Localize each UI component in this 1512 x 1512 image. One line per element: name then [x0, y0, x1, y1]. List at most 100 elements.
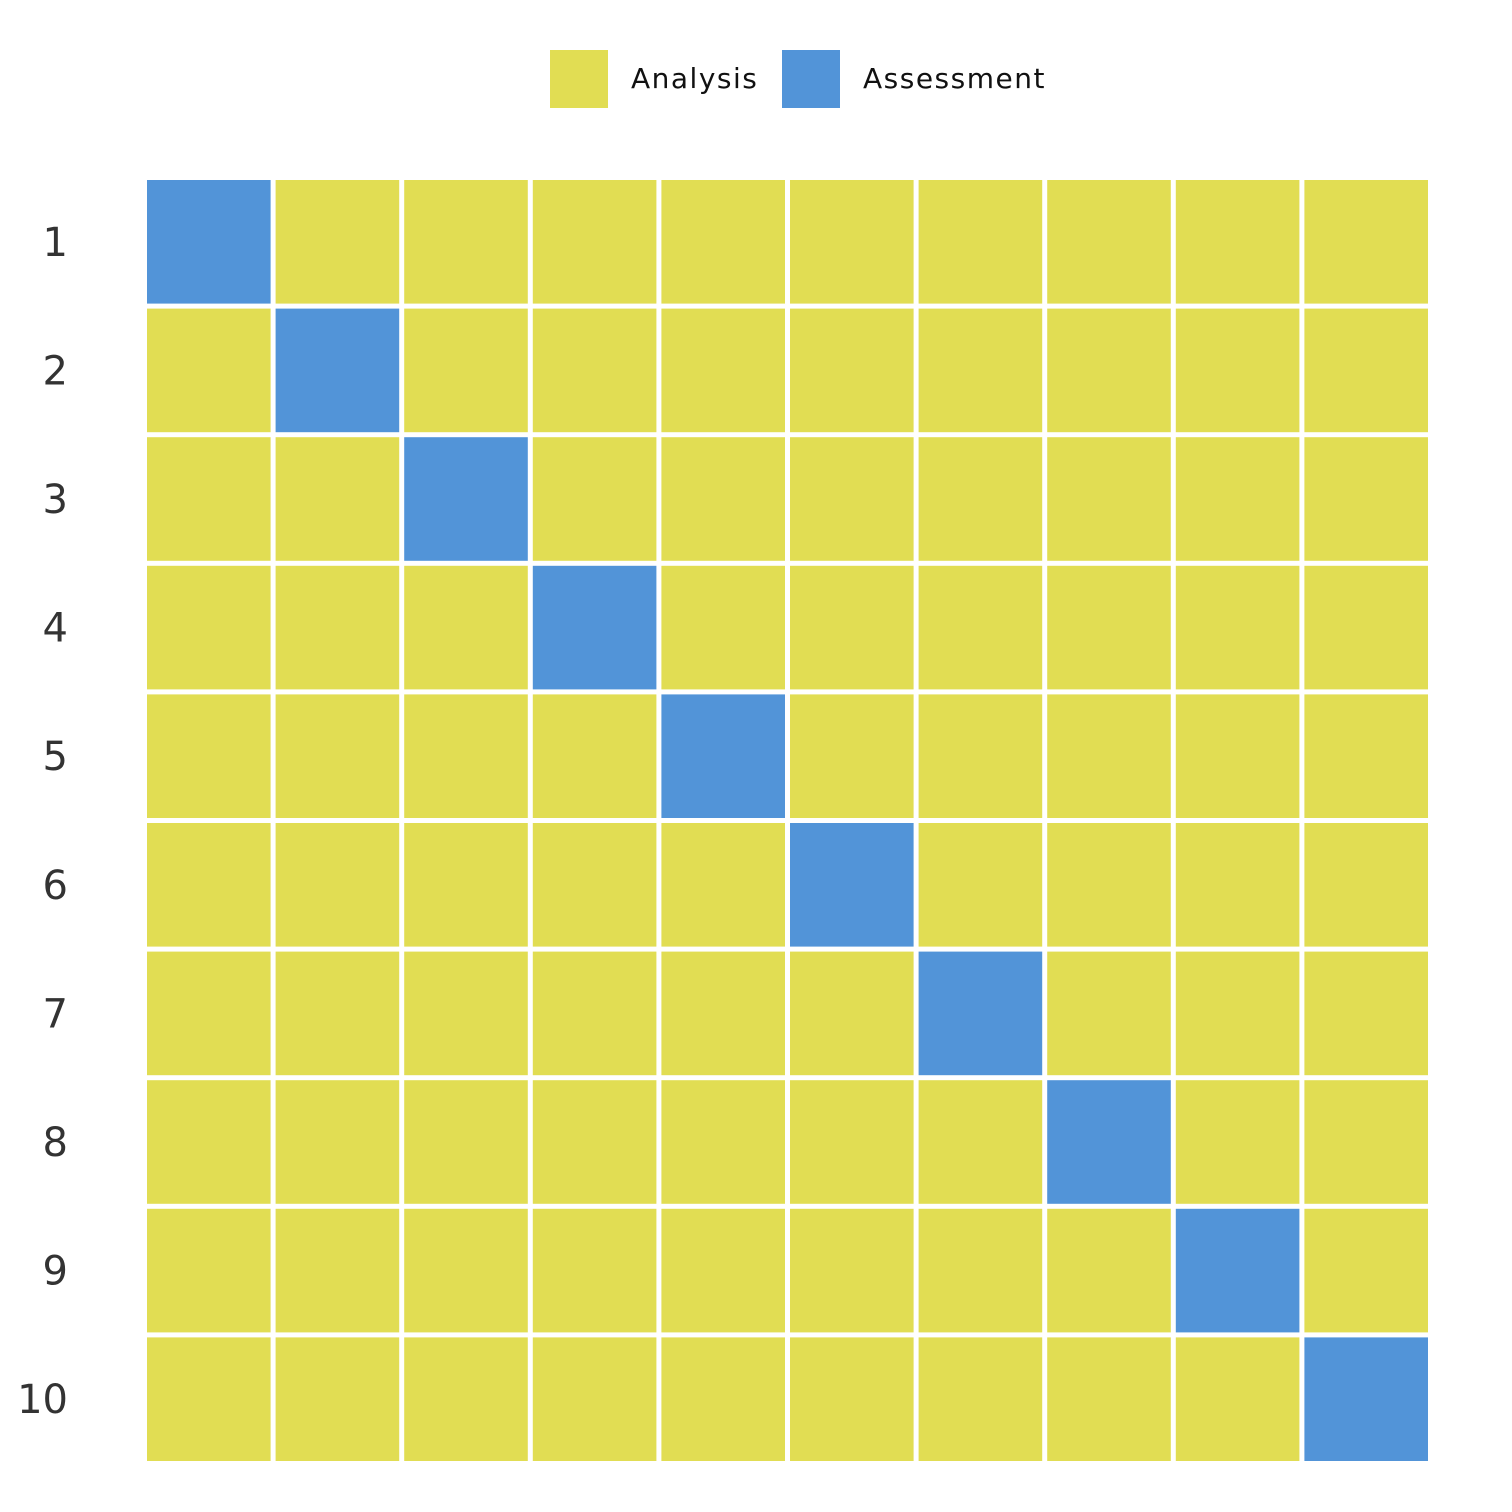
- cell-r5-c4-analysis: [532, 694, 657, 818]
- cell-r6-c3-analysis: [404, 823, 528, 947]
- cell-r2-c10-analysis: [1304, 308, 1428, 433]
- cell-r5-c9-analysis: [1175, 694, 1300, 818]
- cell-r9-c5-analysis: [661, 1208, 785, 1333]
- cell-r7-c1-analysis: [147, 951, 271, 1076]
- row-label-10: 10: [17, 1377, 68, 1423]
- cell-r10-c5-analysis: [661, 1337, 785, 1461]
- cell-r7-c5-analysis: [661, 951, 785, 1076]
- cell-r2-c8-analysis: [1047, 308, 1171, 433]
- cell-r2-c2-assessment: [275, 308, 400, 433]
- cell-r1-c9-analysis: [1175, 180, 1300, 304]
- row-label-8: 8: [43, 1120, 68, 1166]
- cell-r2-c7-analysis: [918, 308, 1043, 433]
- cell-r5-c2-analysis: [275, 694, 400, 818]
- chart-legend: Analysis Assessment: [0, 50, 1512, 110]
- cell-r1-c4-analysis: [532, 180, 657, 304]
- row-label-3: 3: [43, 477, 68, 523]
- cell-r1-c1-assessment: [147, 180, 271, 304]
- cell-r2-c9-analysis: [1175, 308, 1300, 433]
- cell-r8-c2-analysis: [275, 1080, 400, 1204]
- cell-r8-c4-analysis: [532, 1080, 657, 1204]
- cell-r7-c8-analysis: [1047, 951, 1171, 1076]
- cell-r5-c3-analysis: [404, 694, 528, 818]
- row-label-7: 7: [43, 991, 68, 1037]
- cell-r3-c4-analysis: [532, 437, 657, 561]
- cell-r10-c3-analysis: [404, 1337, 528, 1461]
- cell-r2-c4-analysis: [532, 308, 657, 433]
- cell-r4-c7-analysis: [918, 565, 1043, 690]
- legend-label-analysis: Analysis: [631, 62, 759, 95]
- cell-r8-c3-analysis: [404, 1080, 528, 1204]
- cell-r3-c10-analysis: [1304, 437, 1428, 561]
- cell-r4-c4-assessment: [532, 565, 657, 690]
- cell-r9-c3-analysis: [404, 1208, 528, 1333]
- cell-r6-c8-analysis: [1047, 823, 1171, 947]
- cell-r7-c6-analysis: [790, 951, 914, 1076]
- cell-r6-c10-analysis: [1304, 823, 1428, 947]
- cell-r4-c2-analysis: [275, 565, 400, 690]
- cell-r1-c7-analysis: [918, 180, 1043, 304]
- legend-swatch-assessment: [782, 50, 840, 108]
- cell-r2-c3-analysis: [404, 308, 528, 433]
- cell-r4-c5-analysis: [661, 565, 785, 690]
- row-label-9: 9: [43, 1249, 68, 1295]
- cell-r7-c4-analysis: [532, 951, 657, 1076]
- cell-r5-c6-analysis: [790, 694, 914, 818]
- cell-r8-c8-assessment: [1047, 1080, 1171, 1204]
- cell-r10-c10-assessment: [1304, 1337, 1428, 1461]
- cell-r5-c5-assessment: [661, 694, 785, 818]
- cell-r3-c2-analysis: [275, 437, 400, 561]
- cell-r7-c7-assessment: [918, 951, 1043, 1076]
- cell-r9-c6-analysis: [790, 1208, 914, 1333]
- cell-r10-c7-analysis: [918, 1337, 1043, 1461]
- cell-r4-c6-analysis: [790, 565, 914, 690]
- legend-swatch-analysis: [550, 50, 608, 108]
- cell-r8-c9-analysis: [1175, 1080, 1300, 1204]
- cell-r7-c2-analysis: [275, 951, 400, 1076]
- cell-r3-c7-analysis: [918, 437, 1043, 561]
- cell-r5-c1-analysis: [147, 694, 271, 818]
- cell-r5-c8-analysis: [1047, 694, 1171, 818]
- cell-r4-c8-analysis: [1047, 565, 1171, 690]
- cell-r3-c8-analysis: [1047, 437, 1171, 561]
- cell-r10-c6-analysis: [790, 1337, 914, 1461]
- cell-r3-c3-assessment: [404, 437, 528, 561]
- cell-r3-c5-analysis: [661, 437, 785, 561]
- cell-r2-c6-analysis: [790, 308, 914, 433]
- cell-r4-c1-analysis: [147, 565, 271, 690]
- cell-r10-c8-analysis: [1047, 1337, 1171, 1461]
- cell-r10-c1-analysis: [147, 1337, 271, 1461]
- cell-r9-c7-analysis: [918, 1208, 1043, 1333]
- cell-r4-c10-analysis: [1304, 565, 1428, 690]
- cell-r8-c7-analysis: [918, 1080, 1043, 1204]
- cell-r6-c1-analysis: [147, 823, 271, 947]
- cell-r4-c3-analysis: [404, 565, 528, 690]
- cell-r6-c4-analysis: [532, 823, 657, 947]
- cell-r1-c8-analysis: [1047, 180, 1171, 304]
- cell-r9-c4-analysis: [532, 1208, 657, 1333]
- cell-r7-c10-analysis: [1304, 951, 1428, 1076]
- cell-r8-c10-analysis: [1304, 1080, 1428, 1204]
- cell-r6-c6-assessment: [790, 823, 914, 947]
- cell-r9-c2-analysis: [275, 1208, 400, 1333]
- row-label-1: 1: [43, 220, 68, 266]
- cell-r6-c5-analysis: [661, 823, 785, 947]
- cell-r3-c1-analysis: [147, 437, 271, 561]
- cell-r9-c9-assessment: [1175, 1208, 1300, 1333]
- row-label-5: 5: [43, 734, 68, 780]
- cell-r6-c2-analysis: [275, 823, 400, 947]
- cell-r1-c2-analysis: [275, 180, 400, 304]
- cell-r4-c9-analysis: [1175, 565, 1300, 690]
- cell-r10-c9-analysis: [1175, 1337, 1300, 1461]
- cell-r8-c6-analysis: [790, 1080, 914, 1204]
- cell-r1-c3-analysis: [404, 180, 528, 304]
- cell-r2-c1-analysis: [147, 308, 271, 433]
- cell-r7-c9-analysis: [1175, 951, 1300, 1076]
- cell-r2-c5-analysis: [661, 308, 785, 433]
- cell-r1-c10-analysis: [1304, 180, 1428, 304]
- cell-r9-c1-analysis: [147, 1208, 271, 1333]
- cell-r3-c6-analysis: [790, 437, 914, 561]
- cell-r7-c3-analysis: [404, 951, 528, 1076]
- row-label-6: 6: [43, 863, 68, 909]
